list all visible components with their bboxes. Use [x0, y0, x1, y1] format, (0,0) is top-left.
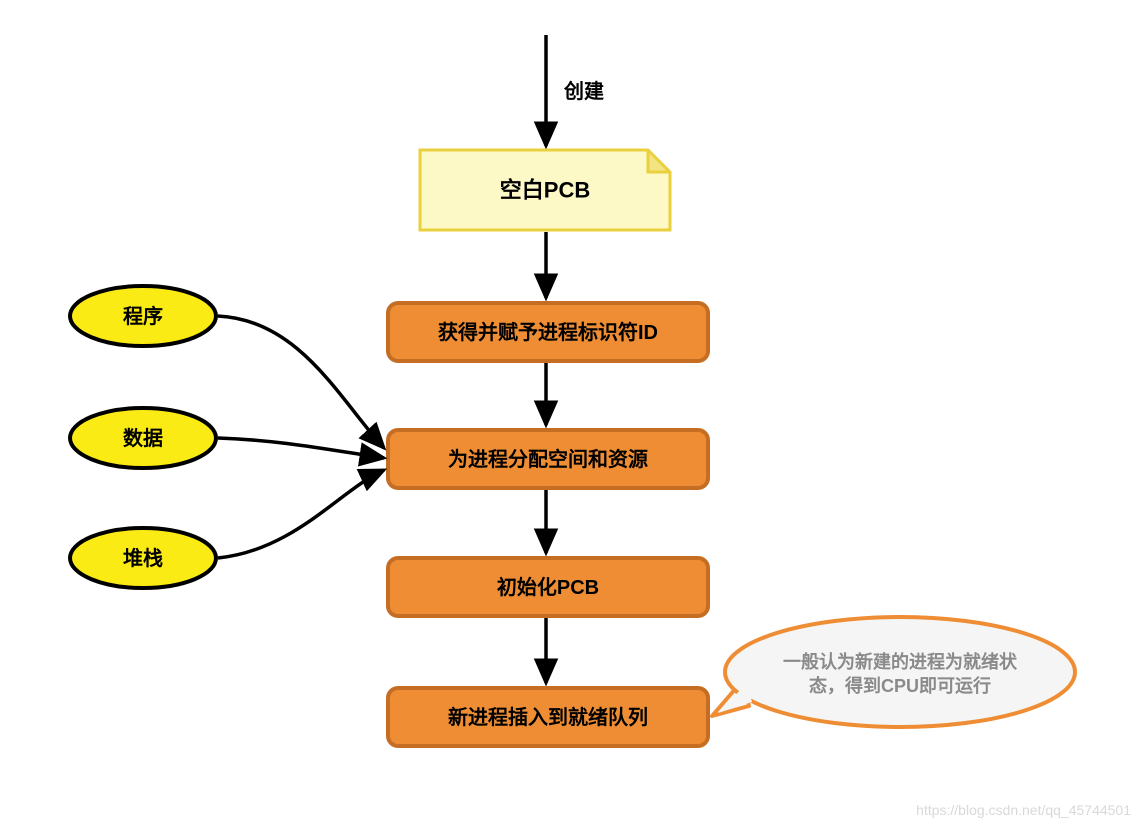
curved-arrow-c3	[218, 470, 384, 558]
process-label-p2: 为进程分配空间和资源	[448, 447, 648, 471]
callout-text-line1: 一般认为新建的进程为就绪状	[783, 651, 1018, 672]
ellipse-label-e1: 程序	[123, 304, 163, 328]
watermark-text: https://blog.csdn.net/qq_45744501	[916, 802, 1131, 818]
callout-text-line2: 态，得到CPU即可运行	[809, 675, 991, 696]
curved-arrow-c2	[218, 438, 384, 458]
process-label-p3: 初始化PCB	[497, 575, 599, 599]
edge-label-create: 创建	[563, 79, 604, 103]
process-label-p1: 获得并赋予进程标识符ID	[438, 320, 658, 344]
flowchart-canvas: 创建空白PCB 获得并赋予进程标识符ID 为进程分配空间和资源初始化PCB 新进程插入…	[0, 0, 1141, 824]
curved-arrow-c1	[218, 316, 384, 448]
ellipse-label-e2: 数据	[123, 426, 163, 450]
note-label: 空白PCB	[500, 178, 590, 203]
ellipse-label-e3: 堆栈	[123, 546, 163, 570]
callout-bubble	[725, 617, 1075, 727]
process-label-p4: 新进程插入到就绪队列	[448, 705, 648, 729]
